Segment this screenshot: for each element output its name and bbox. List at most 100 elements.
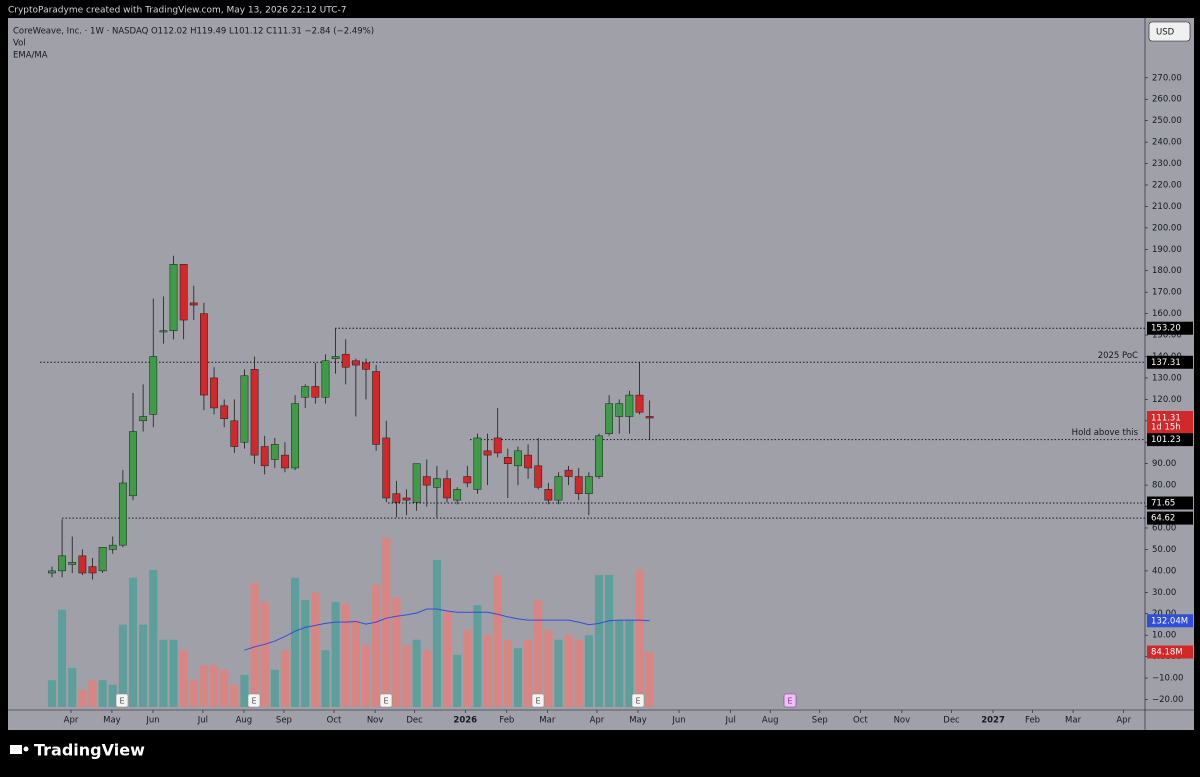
x-tick-label: Apr bbox=[590, 716, 605, 726]
x-tick-label: Apr bbox=[1116, 716, 1131, 726]
y-tick-label: 50.00 bbox=[1152, 545, 1176, 555]
logo: TradingView bbox=[10, 741, 145, 760]
x-tick-label: 2027 bbox=[981, 716, 1005, 726]
volume-bar bbox=[442, 612, 452, 707]
volume-bar bbox=[645, 652, 654, 707]
candle-body bbox=[534, 465, 543, 488]
x-tick-label: Dec bbox=[943, 716, 960, 726]
candle-body bbox=[503, 457, 512, 464]
candle-body bbox=[493, 437, 502, 454]
earnings-marker[interactable] bbox=[115, 693, 129, 708]
x-tick-label: May bbox=[103, 716, 121, 726]
level-label-box bbox=[1147, 321, 1193, 335]
x-tick-label: Sep bbox=[276, 716, 292, 726]
y-tick-label: 40.00 bbox=[1152, 566, 1176, 576]
volume-bar bbox=[463, 629, 472, 707]
volume-bar bbox=[88, 680, 97, 707]
earnings-marker[interactable] bbox=[783, 693, 797, 708]
candle-body bbox=[331, 356, 340, 359]
candle-body bbox=[159, 330, 168, 333]
x-tick-label: Jul bbox=[725, 716, 736, 726]
volume-bar bbox=[453, 654, 462, 707]
y-tick-label: 230.00 bbox=[1152, 159, 1182, 169]
candle-body bbox=[605, 403, 614, 434]
x-tick-label: Jul bbox=[197, 716, 208, 726]
volume-bar bbox=[625, 620, 634, 707]
x-tick-label: Apr bbox=[64, 716, 79, 726]
volume-bar bbox=[372, 584, 381, 707]
earnings-label[interactable]: E bbox=[787, 697, 792, 706]
candle-body bbox=[412, 463, 421, 503]
candle-body bbox=[88, 566, 97, 574]
earnings-label[interactable]: E bbox=[119, 697, 124, 706]
volume-bar bbox=[270, 669, 279, 707]
candle-body bbox=[351, 360, 360, 366]
x-tick-label: May bbox=[629, 716, 647, 726]
candle-body bbox=[48, 570, 56, 574]
currency-box[interactable] bbox=[1148, 21, 1191, 42]
x-tick-label: Dec bbox=[406, 716, 423, 726]
volume-bar bbox=[118, 624, 127, 707]
y-tick-label: 210.00 bbox=[1152, 202, 1182, 212]
earnings-label[interactable]: E bbox=[383, 697, 388, 706]
volume-bar bbox=[361, 644, 371, 707]
x-tick-label: Mar bbox=[539, 716, 556, 726]
volume-bar bbox=[291, 577, 300, 707]
candle-body bbox=[382, 437, 391, 499]
indicator-label: Vol bbox=[13, 39, 26, 49]
volume-bar bbox=[554, 639, 563, 707]
candle-body bbox=[544, 489, 553, 501]
candle-body bbox=[473, 437, 482, 490]
candle-body bbox=[240, 375, 249, 443]
level-label: 71.65 bbox=[1151, 499, 1175, 509]
x-tick-label: 2026 bbox=[453, 716, 477, 726]
current-price-box bbox=[1147, 411, 1193, 434]
currency[interactable]: USD bbox=[1156, 28, 1175, 38]
x-tick-label: Jun bbox=[145, 716, 159, 726]
volume-bar bbox=[534, 599, 543, 707]
logo-mark bbox=[10, 745, 22, 754]
candle-body bbox=[362, 362, 370, 370]
volume-bar bbox=[98, 680, 107, 707]
level-label-box bbox=[1147, 355, 1193, 369]
earnings-marker[interactable] bbox=[631, 693, 645, 708]
y-tick-label: 200.00 bbox=[1152, 223, 1182, 233]
earnings-marker[interactable] bbox=[247, 693, 261, 708]
earnings-label[interactable]: E bbox=[535, 697, 540, 706]
volume-bar bbox=[503, 639, 512, 707]
candle-body bbox=[200, 313, 208, 396]
volume-bar bbox=[615, 620, 624, 707]
volume-bar bbox=[493, 575, 502, 707]
x-tick-label: Oct bbox=[853, 716, 868, 726]
candle-body bbox=[220, 405, 229, 419]
candle-body bbox=[291, 403, 299, 469]
volume-bar bbox=[351, 620, 360, 707]
candle-body bbox=[524, 454, 532, 469]
volume-bar bbox=[159, 639, 168, 707]
volume-bar bbox=[58, 609, 67, 707]
candle-body bbox=[68, 562, 77, 565]
volume-bar bbox=[199, 665, 208, 707]
earnings-marker[interactable] bbox=[379, 693, 393, 708]
candle-body bbox=[250, 369, 259, 456]
earnings-label[interactable]: E bbox=[251, 697, 256, 706]
volume-label-box bbox=[1147, 645, 1193, 659]
volume-bar bbox=[189, 680, 198, 707]
earnings-label[interactable]: E bbox=[635, 697, 640, 706]
candle-body bbox=[392, 493, 401, 503]
volume-ma-label-box bbox=[1147, 614, 1193, 628]
candle-body bbox=[463, 476, 472, 484]
candle-body bbox=[78, 555, 87, 574]
volume-bar bbox=[240, 674, 249, 707]
indicator-label: EMA/MA bbox=[13, 51, 48, 61]
volume-bar bbox=[382, 537, 391, 707]
volume-bar bbox=[432, 560, 441, 707]
level-note: Hold above this bbox=[1072, 428, 1139, 438]
earnings-marker[interactable] bbox=[531, 693, 545, 708]
volume-bar bbox=[78, 690, 87, 707]
bar-countdown: 1d 15h bbox=[1151, 423, 1181, 433]
y-tick-label: 180.00 bbox=[1152, 266, 1182, 276]
volume-bar bbox=[179, 650, 188, 707]
volume-bar bbox=[220, 669, 229, 707]
